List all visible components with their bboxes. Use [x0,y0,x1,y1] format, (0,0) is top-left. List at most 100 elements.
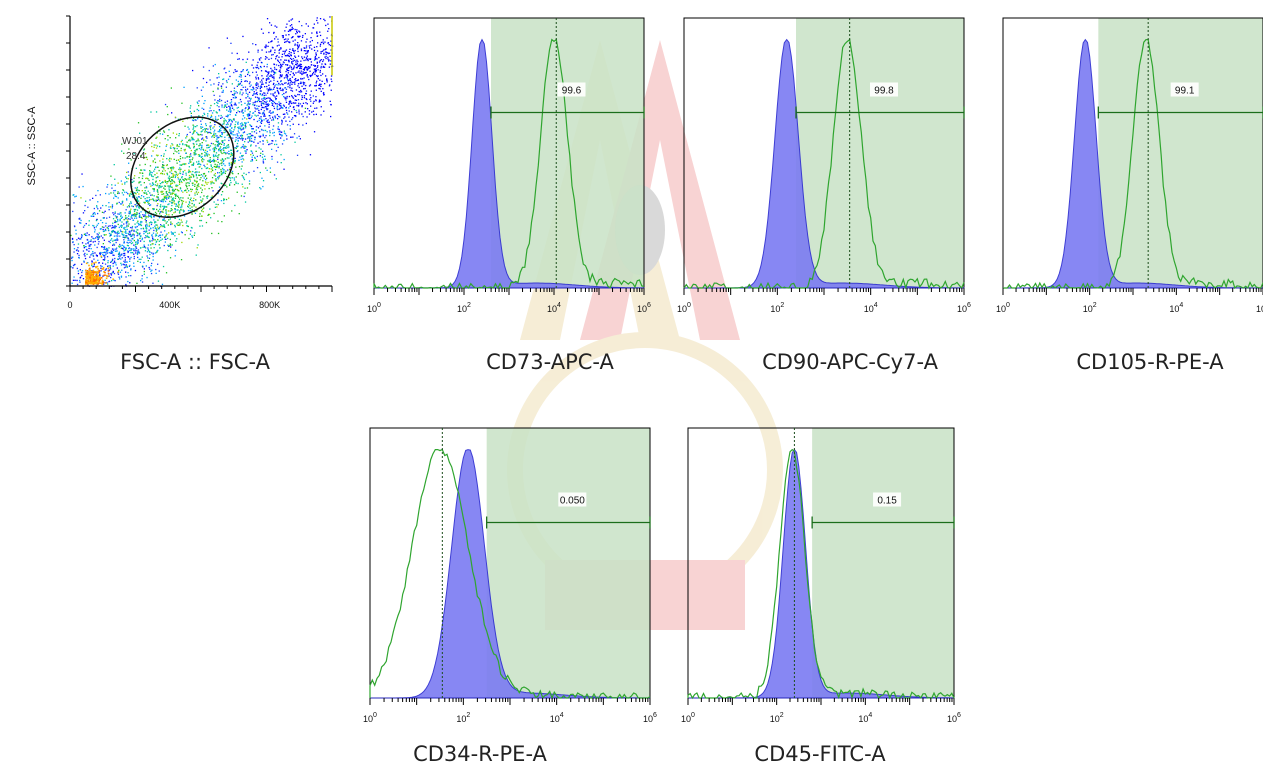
scatter-point [83,253,85,256]
scatter-point [130,202,132,204]
scatter-point [223,215,225,217]
scatter-point [71,257,73,259]
scatter-point [121,221,123,223]
scatter-point [302,78,304,80]
scatter-point [287,86,289,88]
scatter-point [269,89,271,91]
scatter-point [77,272,80,275]
scatter-point [135,241,137,243]
scatter-point [254,157,256,159]
scatter-point [256,91,258,94]
scatter-point [322,73,324,75]
scatter-point [184,178,186,180]
scatter-point [206,131,208,133]
scatter-point [196,177,198,179]
scatter-point [150,223,153,226]
scatter-point [99,278,101,281]
scatter-point [105,252,107,254]
scatter-point [90,270,92,273]
scatter-point [200,89,203,91]
scatter-point [164,197,166,199]
scatter-point [320,51,322,53]
scatter-point [132,238,134,240]
scatter-point [118,276,120,278]
scatter-point [218,177,220,179]
scatter-point [114,232,116,234]
scatter-point [213,103,216,105]
scatter-point [181,232,183,234]
scatter-point [159,133,161,135]
gate-label-bg [873,492,902,507]
scatter-point [118,213,120,215]
scatter-point [92,266,94,268]
scatter-point [218,130,221,132]
scatter-point [278,49,280,52]
scatter-point [143,148,146,150]
scatter-point [150,214,152,216]
scatter-point [155,199,157,201]
scatter-point [294,44,296,46]
scatter-point [157,219,159,221]
scatter-point [154,243,157,246]
scatter-point [109,252,112,254]
scatter-point [178,206,180,208]
scatter-point [94,244,96,246]
scatter-point [195,171,197,173]
scatter-point [176,224,179,226]
scatter-point [138,222,140,225]
scatter-point [151,234,153,236]
scatter-point [149,253,151,256]
scatter-point [247,93,249,95]
scatter-point [214,144,216,146]
scatter-point [127,221,129,223]
scatter-point [213,155,215,157]
scatter-point [234,125,236,128]
scatter-point [202,211,204,213]
scatter-point [104,251,106,253]
scatter-point [215,135,217,137]
scatter-point [243,178,246,181]
scatter-point [219,134,221,137]
scatter-point [84,255,86,257]
scatter-point [191,133,194,135]
scatter-point [257,142,259,144]
scatter-point [84,204,86,207]
scatter-point [151,184,153,186]
scatter-point [311,111,313,113]
scatter-point [212,90,214,93]
scatter-point [247,106,250,108]
scatter-point [190,155,192,157]
scatter-point [201,215,203,217]
scatter-point [202,173,205,175]
scatter-point [181,177,183,179]
scatter-point [109,266,111,269]
scatter-point [241,94,243,96]
scatter-point [164,236,166,238]
scatter-point [221,133,223,136]
scatter-point [183,210,185,212]
scatter-point [213,201,215,203]
scatter-point [185,144,188,146]
scatter-point [262,150,264,152]
scatter-point [82,185,84,188]
scatter-point [256,93,258,96]
scatter-point [108,269,111,271]
scatter-point [191,202,193,205]
scatter-point [330,78,332,80]
scatter-point [184,150,186,152]
scatter-point [250,154,252,156]
scatter-point [288,101,291,103]
scatter-point [220,114,222,117]
scatter-point [239,83,241,86]
scatter-point [273,63,276,66]
scatter-point [127,225,129,227]
scatter-point [231,119,233,121]
scatter-point [151,142,153,144]
x-tick-label: 106 [947,712,961,724]
scatter-point [189,131,191,133]
scatter-point [238,75,240,78]
scatter-point [188,156,190,158]
scatter-point [211,136,213,138]
scatter-point [104,228,107,231]
scatter-point [280,47,282,49]
